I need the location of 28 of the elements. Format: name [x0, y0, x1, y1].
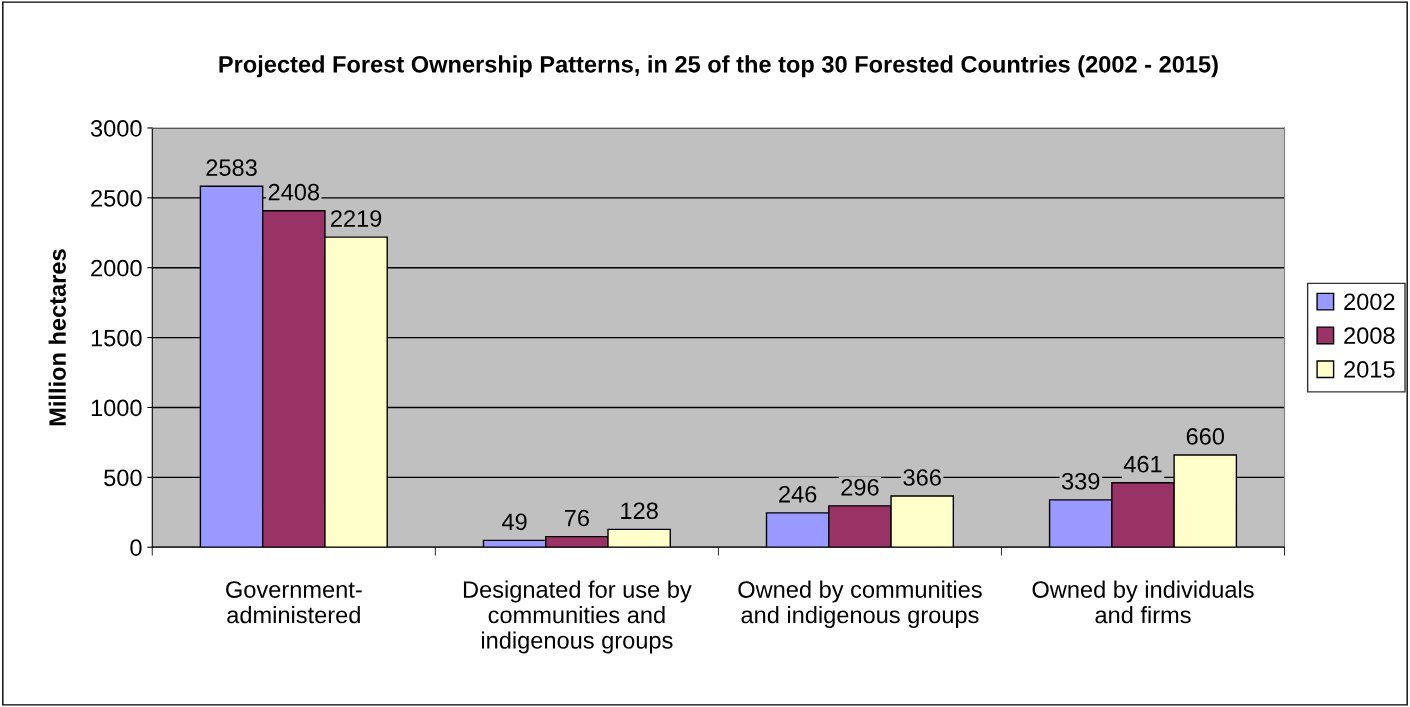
y-tick-label: 2500	[91, 189, 142, 207]
data-label: 128	[621, 502, 658, 520]
y-axis-title: Million hectares	[48, 249, 66, 426]
y-tick-label: 1000	[91, 399, 142, 417]
data-label: 296	[841, 478, 879, 496]
data-label: 246	[779, 485, 817, 503]
data-label: 366	[903, 469, 941, 486]
y-tick-label: 2000	[91, 259, 142, 277]
y-tick-label: 500	[104, 469, 142, 487]
x-tick-label: Designated for use by communities and indigenous groups	[463, 580, 692, 654]
data-label: 339	[1061, 472, 1100, 490]
data-label: 2219	[331, 210, 382, 227]
x-tick-label: Owned by communities and indigenous groups	[738, 580, 982, 628]
data-label: 660	[1186, 428, 1225, 445]
data-label: 461	[1123, 455, 1162, 473]
x-tick-label: Government- administered	[226, 581, 362, 624]
legend-label: 2008	[1344, 327, 1395, 344]
legend-label: 2015	[1344, 361, 1395, 378]
data-label: 2408	[268, 183, 320, 201]
chart-title: Projected Forest Ownership Patterns, in 25 of the top 30 Forested Countries (2002 - 2015)	[219, 55, 1218, 78]
y-tick-label: 3000	[90, 120, 142, 137]
legend-label: 2002	[1344, 293, 1395, 311]
y-tick-label: 0	[130, 539, 142, 557]
x-tick-label: Owned by individuals and firms	[1032, 580, 1254, 624]
y-tick-label: 1500	[91, 329, 142, 347]
data-label: 76	[564, 509, 589, 527]
data-label: 49	[502, 513, 527, 531]
data-label: 2583	[206, 159, 257, 177]
